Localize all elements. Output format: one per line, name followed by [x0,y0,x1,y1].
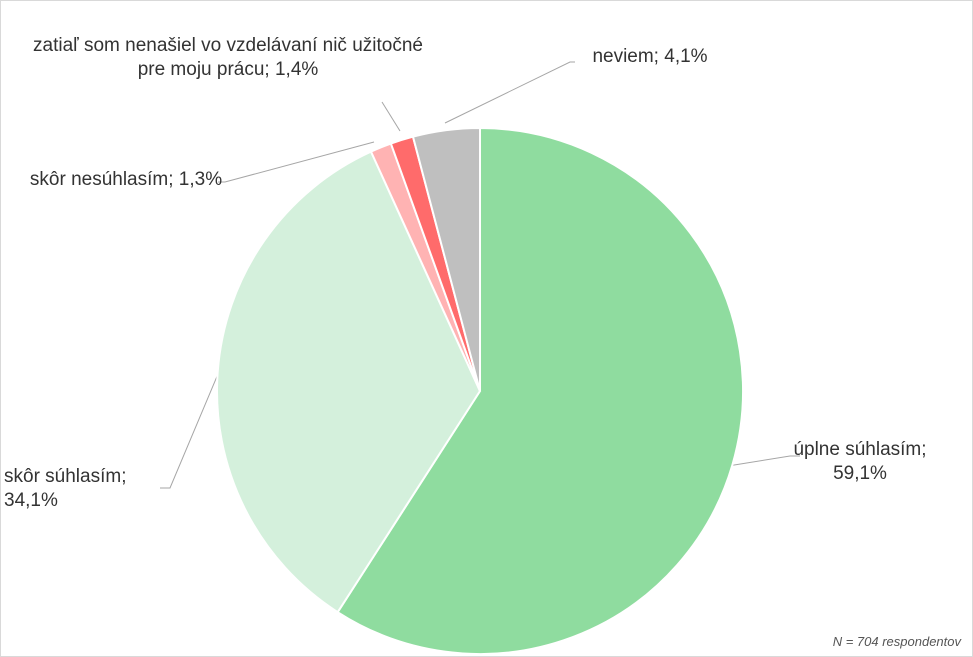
footnote: N = 704 respondentov [832,634,961,649]
value-label: 1,4% [274,59,319,80]
leader-line [727,455,800,467]
category-label: skôr nesúhlasím; [29,169,174,190]
value-label: 1,3% [178,169,223,190]
slice-label: skôr súhlasím; 34,1% [4,465,174,513]
value-label: 59,1% [833,463,887,484]
pie-slice [336,126,744,655]
category-label: neviem; [592,46,659,67]
leader-line [160,373,219,489]
category-label: úplne súhlasím; [793,439,927,460]
leader-line [381,101,401,132]
value-label: 34,1% [4,490,58,511]
category-label: zatiaľ som nenašiel vo vzdelávaní nič už… [33,35,423,80]
leader-line [218,141,375,183]
pie-slice [216,150,482,614]
slice-label: skôr nesúhlasím; 1,3% [26,168,226,192]
slice-label: zatiaľ som nenašiel vo vzdelávaní nič už… [18,34,438,82]
pie-slice [411,126,481,392]
category-label: skôr súhlasím; [4,466,127,487]
value-label: 4,1% [664,46,708,67]
slice-label: neviem; 4,1% [560,45,740,69]
leader-line [444,61,575,124]
slice-label: úplne súhlasím; 59,1% [790,438,930,486]
